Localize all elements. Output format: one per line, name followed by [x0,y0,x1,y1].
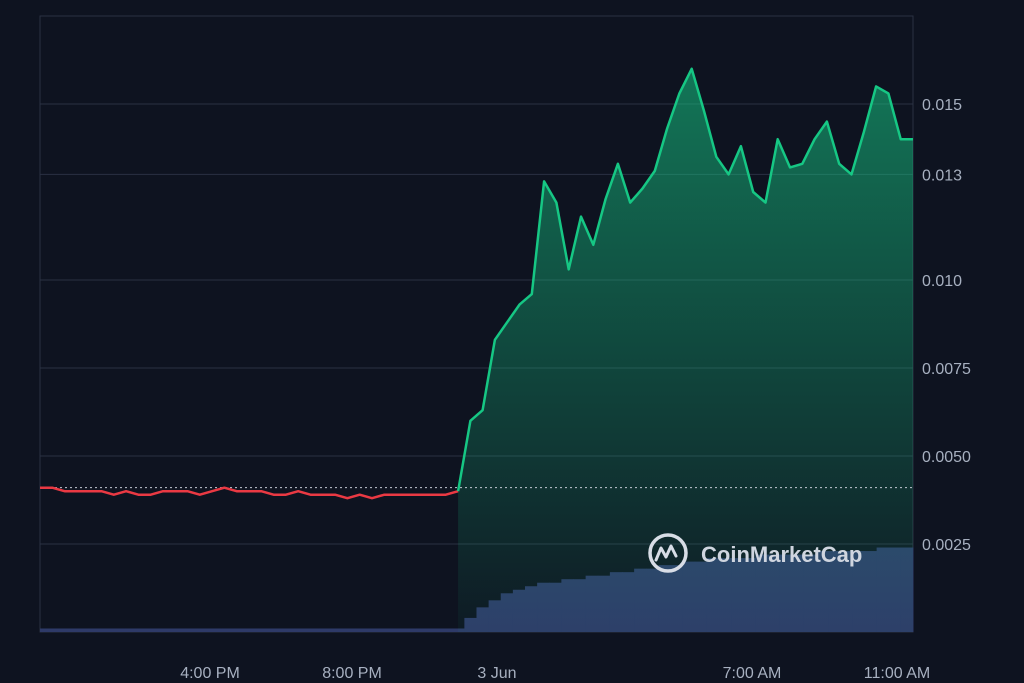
y-tick-label: 0.015 [922,97,962,114]
volume-bar [391,628,405,632]
x-axis-ticks: 4:00 PM 8:00 PM 3 Jun 7:00 AM 11:00 AM [180,665,930,682]
volume-bar [403,628,417,632]
y-tick-label: 0.013 [922,167,962,184]
volume-bar [246,628,259,632]
volume-bar [282,628,296,632]
x-tick-label: 8:00 PM [322,665,382,682]
price-line-up[interactable] [456,67,913,492]
volume-bar [161,628,174,632]
volume-bar [76,628,89,632]
volume-bar [88,628,102,632]
volume-bar [221,628,235,632]
volume-bar [343,628,356,632]
price-line[interactable] [40,67,913,500]
volume-bar [173,628,186,632]
volume-bar [367,628,380,632]
x-tick-label: 3 Jun [477,665,516,682]
volume-bar [185,628,199,632]
volume-bar [306,628,320,632]
price-area-fill [458,68,913,633]
y-axis-ticks: 0.0025 0.0050 0.0075 0.010 0.013 0.015 [922,97,971,554]
volume-bar [294,628,308,632]
volume-bar [137,628,150,632]
volume-bar [52,628,65,632]
y-tick-label: 0.0050 [922,449,971,466]
volume-bar [428,628,441,632]
volume-bar [270,628,283,632]
price-line-down[interactable] [40,486,459,500]
volume-bar [379,628,393,632]
x-tick-label: 4:00 PM [180,665,240,682]
volume-bar [355,628,368,632]
volume-bar [197,628,211,632]
volume-bar [331,628,344,632]
x-tick-label: 7:00 AM [723,665,782,682]
y-tick-label: 0.010 [922,273,962,290]
volume-bar [318,628,332,632]
volume-bar [440,628,453,632]
volume-bar [100,628,114,632]
volume-bar [149,628,162,632]
volume-bar [209,628,223,632]
coinmarketcap-logo-icon [648,533,688,573]
watermark-text: CoinMarketCap [701,542,862,567]
price-area [458,68,913,633]
volume-bar [112,628,126,632]
x-tick-label: 11:00 AM [864,665,930,682]
volume-bar [124,628,138,632]
y-tick-label: 0.0025 [922,537,971,554]
volume-bar [64,628,77,632]
coinmarketcap-watermark: CoinMarketCap [648,533,862,573]
volume-bar [40,628,53,632]
volume-bar [258,628,271,632]
volume-bar [234,628,247,632]
volume-bar [415,628,429,632]
y-tick-label: 0.0075 [922,361,971,378]
